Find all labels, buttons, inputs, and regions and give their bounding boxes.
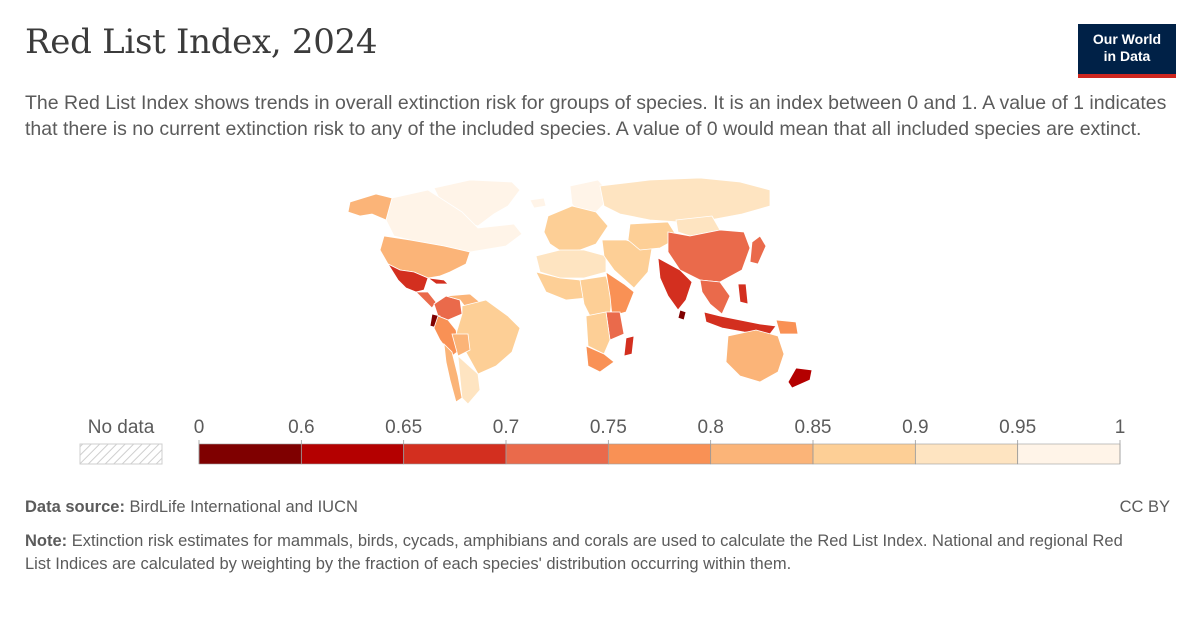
legend-no-data-label: No data [88, 417, 155, 438]
region-japan[interactable]: Japan [749, 235, 767, 265]
legend-no-data-swatch[interactable] [79, 443, 163, 465]
legend-tick-label-2: 0.65 [385, 417, 422, 438]
legend-bin-5[interactable] [710, 443, 814, 465]
region-iceland[interactable]: Iceland [529, 197, 547, 209]
logo-line-2: in Data [1103, 48, 1151, 64]
license-link[interactable]: CC BY [1119, 498, 1170, 516]
region-central-asia[interactable]: Central Asia [627, 221, 679, 251]
region-indonesia[interactable]: Indonesia [703, 311, 777, 335]
region-cuba[interactable]: Cuba [426, 277, 449, 285]
legend-bin-6[interactable] [812, 443, 916, 465]
region-philippines[interactable]: Philippines [737, 283, 749, 305]
color-legend: No data 0 0.6 0.65 0.7 0.75 0.8 0.85 0.9 0.95 1 [79, 417, 1126, 465]
legend-bin-7[interactable] [915, 443, 1018, 465]
region-alaska[interactable]: Alaska [347, 193, 393, 221]
logo-line-1: Our World [1092, 31, 1162, 47]
region-china[interactable]: China [667, 229, 751, 283]
region-new-zealand[interactable]: New Zealand [787, 367, 813, 389]
region-madagascar[interactable]: Madagascar [623, 335, 635, 357]
region-north-africa[interactable]: North Africa [535, 249, 607, 279]
map-regions: GreenlandCanadaAlaskaUnited StatesMexico… [347, 177, 813, 405]
region-peru[interactable]: Peru [433, 315, 461, 357]
region-russia[interactable]: Russia [599, 177, 771, 223]
data-source-label: Data source: [25, 498, 125, 516]
region-papua-new-guinea[interactable]: Papua New Guinea [775, 319, 799, 335]
legend-bin-8[interactable] [1017, 443, 1121, 465]
legend-tick-label-9: 1 [1115, 417, 1126, 438]
legend-bin-4[interactable] [608, 443, 711, 465]
legend-bin-2[interactable] [403, 443, 507, 465]
data-source: Data source: BirdLife International and … [25, 498, 358, 517]
chart-title: Red List Index, 2024 [25, 22, 378, 62]
legend-tick-label-1: 0.6 [288, 417, 314, 438]
chart-note: Note: Extinction risk estimates for mamm… [25, 530, 1125, 576]
region-southeast-asia[interactable]: Southeast Asia [699, 279, 731, 315]
region-mexico[interactable]: Mexico [386, 263, 429, 293]
legend-tick-label-3: 0.7 [493, 417, 519, 438]
chart-subtitle: The Red List Index shows trends in overa… [25, 92, 1167, 140]
region-sri-lanka[interactable]: Sri Lanka [677, 309, 687, 321]
note-label: Note: [25, 532, 68, 550]
legend-tick-label-8: 0.95 [999, 417, 1036, 438]
region-south-africa[interactable]: South Africa [585, 345, 615, 373]
note-text: Extinction risk estimates for mammals, b… [25, 532, 1123, 573]
legend-bin-3[interactable] [505, 443, 609, 465]
region-argentina[interactable]: Argentina [457, 355, 481, 405]
region-australia[interactable]: Australia [725, 329, 785, 383]
legend-tick-label-7: 0.9 [902, 417, 928, 438]
legend-tick-label-6: 0.85 [795, 417, 832, 438]
region-brazil[interactable]: Brazil [455, 299, 521, 375]
region-southern-africa[interactable]: Southern Africa [585, 311, 611, 355]
region-india[interactable]: India [657, 257, 693, 311]
legend-tick-label-4: 0.75 [590, 417, 627, 438]
region-central-america[interactable]: Central America [415, 291, 437, 309]
region-bolivia[interactable]: Bolivia [451, 333, 471, 357]
legend-bin-0[interactable] [198, 443, 302, 465]
owid-logo[interactable]: Our World in Data [1078, 24, 1176, 78]
legend-bin-1[interactable] [301, 443, 404, 465]
legend-tick-label-5: 0.8 [697, 417, 723, 438]
data-source-text[interactable]: BirdLife International and IUCN [129, 498, 358, 516]
legend-tick-label-0: 0 [194, 417, 205, 438]
region-canada[interactable]: Canada [385, 189, 523, 253]
region-chile[interactable]: Chile [443, 342, 463, 403]
region-europe[interactable]: Europe [543, 205, 609, 253]
region-east-africa[interactable]: East Africa [605, 271, 635, 317]
